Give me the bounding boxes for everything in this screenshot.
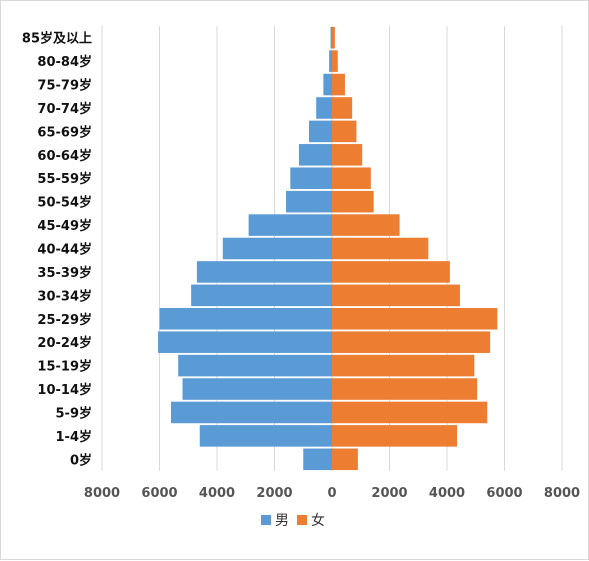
category-labels: 0岁 1-4岁 5-9岁 10-14岁 15-19岁 20-24岁 25-29岁 30-34岁… xyxy=(22,31,92,469)
category-label: 0岁 xyxy=(70,452,92,468)
x-tick-label: 6000 xyxy=(486,486,522,501)
bar-male xyxy=(199,425,332,447)
bar-male xyxy=(196,261,332,283)
bar-female xyxy=(332,73,345,96)
category-label: 50-54岁 xyxy=(37,195,92,211)
bar-female xyxy=(332,144,363,166)
x-tick-label: 4000 xyxy=(429,486,465,501)
category-label: 75-79岁 xyxy=(37,78,92,94)
x-tick-label: 4000 xyxy=(199,486,235,501)
bar-female xyxy=(332,448,358,471)
bars xyxy=(158,26,498,471)
category-label: 60-64岁 xyxy=(37,148,92,164)
bar-female xyxy=(332,378,478,400)
category-label: 35-39岁 xyxy=(37,265,92,281)
bar-female xyxy=(332,307,498,330)
bar-male xyxy=(298,144,332,166)
bar-female xyxy=(332,120,357,143)
bar-female xyxy=(332,261,450,283)
category-label: 45-49岁 xyxy=(37,218,92,234)
bar-male xyxy=(303,448,332,471)
x-tick-label: 0 xyxy=(327,486,336,501)
bar-male xyxy=(248,214,332,236)
bar-female xyxy=(332,214,400,236)
category-label: 30-34岁 xyxy=(37,288,92,304)
bar-female xyxy=(332,97,353,119)
bar-female xyxy=(332,237,429,260)
bar-male xyxy=(182,378,332,400)
category-label: 80-84岁 xyxy=(37,54,92,70)
bar-male xyxy=(309,120,332,143)
category-label: 5-9岁 xyxy=(56,405,93,421)
x-tick-label: 2000 xyxy=(256,486,292,501)
bar-male xyxy=(178,354,332,377)
legend-label: 女 xyxy=(311,512,325,529)
category-label: 40-44岁 xyxy=(37,242,92,258)
category-label: 25-29岁 xyxy=(37,312,92,328)
category-label: 85岁及以上 xyxy=(22,31,92,47)
category-label: 1-4岁 xyxy=(56,429,93,445)
bar-male xyxy=(222,237,332,260)
legend-swatch xyxy=(297,515,307,525)
bar-male xyxy=(159,307,332,330)
bar-male xyxy=(158,331,332,353)
category-label: 15-19岁 xyxy=(37,359,92,375)
bar-male xyxy=(286,190,332,213)
category-label: 65-69岁 xyxy=(37,124,92,140)
x-tick-labels: 8000 6000 4000 2000 0 2000 4000 6000 8000 xyxy=(84,486,580,501)
legend: 男女 xyxy=(261,512,325,529)
bar-female xyxy=(332,331,491,353)
category-label: 70-74岁 xyxy=(37,101,92,117)
bar-female xyxy=(332,50,338,72)
bar-male xyxy=(323,73,332,96)
x-tick-label: 8000 xyxy=(84,486,120,501)
category-label: 55-59岁 xyxy=(37,171,92,187)
bar-male xyxy=(191,284,332,307)
x-tick-label: 8000 xyxy=(544,486,580,501)
bar-female xyxy=(332,190,374,213)
bar-female xyxy=(332,284,460,307)
bar-male xyxy=(329,50,332,72)
bar-male xyxy=(330,26,332,49)
x-tick-label: 6000 xyxy=(141,486,177,501)
x-tick-label: 2000 xyxy=(371,486,407,501)
category-label: 20-24岁 xyxy=(37,335,92,351)
bar-female xyxy=(332,425,458,447)
bar-female xyxy=(332,354,475,377)
bar-female xyxy=(332,167,371,190)
bar-male xyxy=(290,167,332,190)
legend-label: 男 xyxy=(275,513,289,529)
legend-swatch xyxy=(261,515,271,525)
bar-male xyxy=(171,401,332,424)
bar-female xyxy=(332,26,335,49)
bar-female xyxy=(332,401,488,424)
bar-male xyxy=(316,97,332,119)
category-label: 10-14岁 xyxy=(37,382,92,398)
